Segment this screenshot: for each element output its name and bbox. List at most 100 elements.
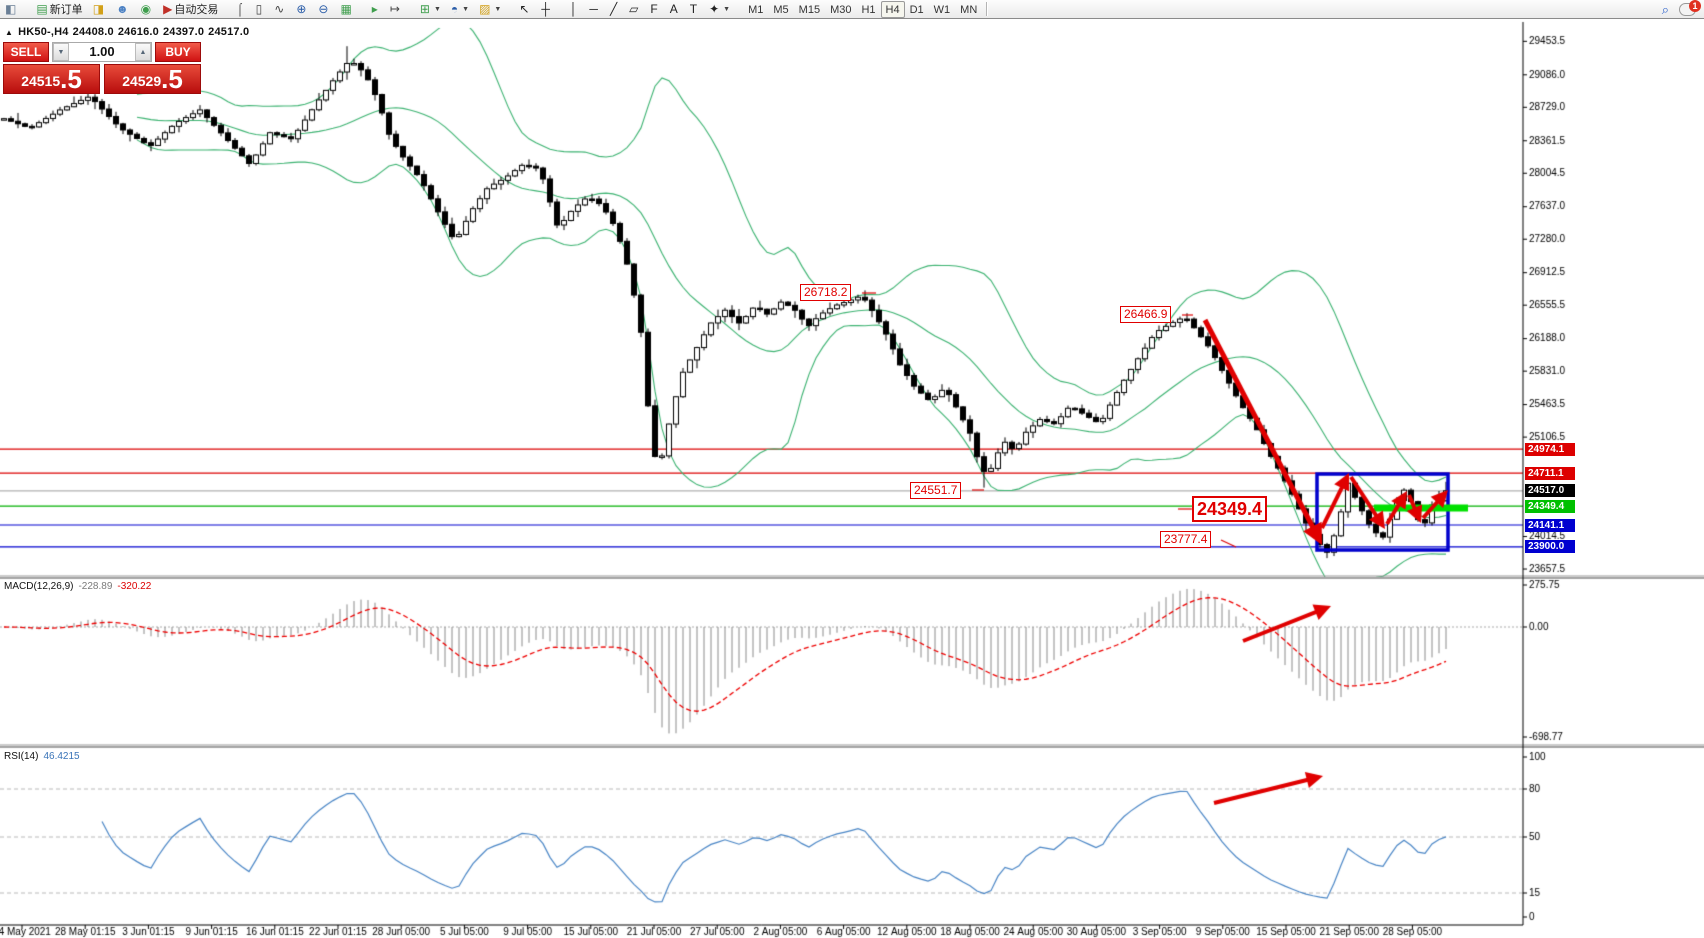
chart-window-icon[interactable]: ◨ (89, 1, 110, 18)
candlestick-chart-icon: ▯ (255, 2, 263, 16)
macd-label: MACD(12,26,9) -228.89 -320.22 (4, 581, 152, 592)
volume-control: ▼ 1.00 ▲ (52, 42, 152, 62)
community-icon[interactable]: ☻ (112, 1, 135, 18)
price-callout: 26718.2 (800, 284, 852, 301)
zoom-in-icon[interactable]: ⊕ (292, 1, 312, 18)
new-order-icon[interactable]: ▤ 新订单 (32, 1, 86, 18)
close-value: 24517.0 (208, 26, 250, 38)
chart-shift-icon[interactable]: ↦ (386, 1, 406, 18)
templates-icon[interactable]: ▨ ▼ (475, 1, 505, 18)
volume-decrease-button[interactable]: ▼ (53, 43, 69, 61)
volume-increase-button[interactable]: ▲ (135, 43, 151, 61)
price-callout: 26466.9 (1120, 306, 1172, 323)
price-callout: 23777.4 (1160, 531, 1212, 548)
autotrading-icon-label: 自动交易 (174, 4, 219, 16)
axis-price-tag: 24974.1 (1525, 443, 1575, 456)
bar-chart-icon[interactable]: ⌠ (232, 1, 249, 18)
fibonacci-icon[interactable]: F (646, 1, 663, 18)
label-icon: T (689, 2, 698, 16)
market-watch-icon[interactable]: ◧ (1, 1, 22, 18)
chevron-down-icon: ▼ (462, 5, 470, 13)
line-chart-icon[interactable]: ∿ (270, 1, 290, 18)
toolbar-separator (986, 2, 988, 16)
axis-price-tag: 24517.0 (1525, 484, 1575, 497)
timeframe-h1[interactable]: H1 (861, 3, 876, 16)
sell-price[interactable]: 24515.5 (3, 64, 100, 94)
text-icon[interactable]: A (666, 1, 684, 18)
buy-button[interactable]: BUY (155, 42, 201, 62)
vertical-line-icon: │ (569, 2, 578, 16)
volume-input[interactable]: 1.00 (89, 44, 115, 59)
label-icon[interactable]: T (686, 1, 703, 18)
timeframe-h4[interactable]: H4 (880, 0, 905, 18)
indicators-icon[interactable]: ⊞ ▼ (416, 1, 445, 18)
auto-scroll-icon[interactable]: ▸ (368, 1, 384, 18)
axis-price-tag: 24349.4 (1525, 500, 1575, 513)
timeframe-m1[interactable]: M1 (748, 3, 764, 16)
chart-title: ▲ HK50-,H4 24408.0 24616.0 24397.0 24517.0 (5, 26, 253, 38)
axis-price-tag: 23900.0 (1525, 540, 1575, 553)
horizontal-line-icon: ─ (589, 2, 598, 16)
cursor-icon[interactable]: ↖ (515, 1, 535, 18)
buy-price[interactable]: 24529.5 (104, 64, 201, 94)
rsi-label: RSI(14) 46.4215 (4, 751, 80, 762)
high-value: 24616.0 (117, 26, 159, 38)
text-icon: A (669, 2, 678, 16)
chart-window-icon: ◨ (92, 2, 105, 16)
channel-icon: ▱ (629, 2, 639, 16)
timeframe-m30[interactable]: M30 (830, 3, 852, 16)
autotrading-icon: ▶ (163, 2, 173, 16)
cursor-icon: ↖ (519, 2, 530, 16)
new-order-icon: ▤ (36, 2, 48, 16)
zoom-in-icon: ⊕ (296, 2, 307, 16)
fibonacci-icon: F (650, 2, 658, 16)
chevron-down-icon: ▼ (433, 5, 441, 13)
arrows-icon[interactable]: ✦ ▼ (705, 1, 734, 18)
timeframe-mn[interactable]: MN (960, 3, 978, 16)
crosshair-icon: ┼ (541, 2, 550, 16)
vertical-line-icon[interactable]: │ (566, 1, 584, 18)
zoom-out-icon: ⊖ (318, 2, 329, 16)
channel-icon[interactable]: ▱ (625, 1, 644, 18)
signals-icon[interactable]: ◉ (137, 1, 157, 18)
one-click-trading-panel: SELL ▼ 1.00 ▲ BUY 24515.5 24529.5 (3, 42, 201, 94)
crosshair-icon[interactable]: ┼ (537, 1, 556, 18)
price-callout: 24551.7 (910, 482, 962, 499)
search-icon[interactable]: ⌕ (1661, 1, 1669, 17)
periods-icon: ◓ (450, 2, 459, 16)
toolbar-right: ⌕ 1 (1661, 0, 1701, 19)
market-watch-icon: ◧ (5, 2, 17, 16)
timeframe-d1[interactable]: D1 (909, 3, 924, 16)
trendline-icon[interactable]: ╱ (606, 1, 623, 18)
zoom-out-icon[interactable]: ⊖ (314, 1, 334, 18)
toolbar-icons: ◧ ▤ 新订单 ◨ ☻ ◉ ▶ 自动交易 ⌠ ▯ ∿ ⊕ ⊖ ▦ ▸ ↦ ⊞ ▼ ◓ ▼ ▨ ▼ ↖ ┼ │ ─ ╱ ▱ F A T ✦ ▼ (0, 1, 743, 18)
templates-icon: ▨ (479, 2, 491, 16)
low-value: 24397.0 (162, 26, 205, 38)
candlestick-chart-icon[interactable]: ▯ (252, 1, 269, 18)
timeframe-m15[interactable]: M15 (798, 3, 821, 16)
timeframe-w1[interactable]: W1 (933, 3, 951, 16)
timeframe-m5[interactable]: M5 (773, 3, 789, 16)
periods-icon[interactable]: ◓ ▼ (447, 1, 473, 18)
sell-button[interactable]: SELL (3, 42, 49, 62)
symbol-period: HK50-,H4 (18, 26, 69, 38)
timeframe-bar: M1 M5 M15 M30 H1 H4 D1 W1 MN (743, 0, 982, 18)
signals-icon: ◉ (140, 2, 152, 16)
chevron-down-icon: ▼ (723, 5, 731, 13)
community-icon: ☻ (116, 2, 129, 16)
collapse-icon[interactable]: ▲ (5, 28, 14, 37)
arrows-icon: ✦ (709, 2, 720, 16)
horizontal-line-icon[interactable]: ─ (585, 1, 604, 18)
auto-scroll-icon: ▸ (371, 2, 378, 16)
chart-shift-icon: ↦ (389, 2, 400, 16)
axis-price-tag: 24141.1 (1525, 519, 1575, 532)
tile-windows-icon: ▦ (340, 2, 352, 16)
tile-windows-icon[interactable]: ▦ (336, 1, 357, 18)
new-order-icon-label: 新订单 (49, 4, 83, 16)
bar-chart-icon: ⌠ (236, 2, 244, 16)
chat-icon[interactable]: 1 (1679, 0, 1701, 16)
autotrading-icon[interactable]: ▶ 自动交易 (159, 1, 222, 18)
axis-price-tag: 24711.1 (1525, 467, 1575, 480)
